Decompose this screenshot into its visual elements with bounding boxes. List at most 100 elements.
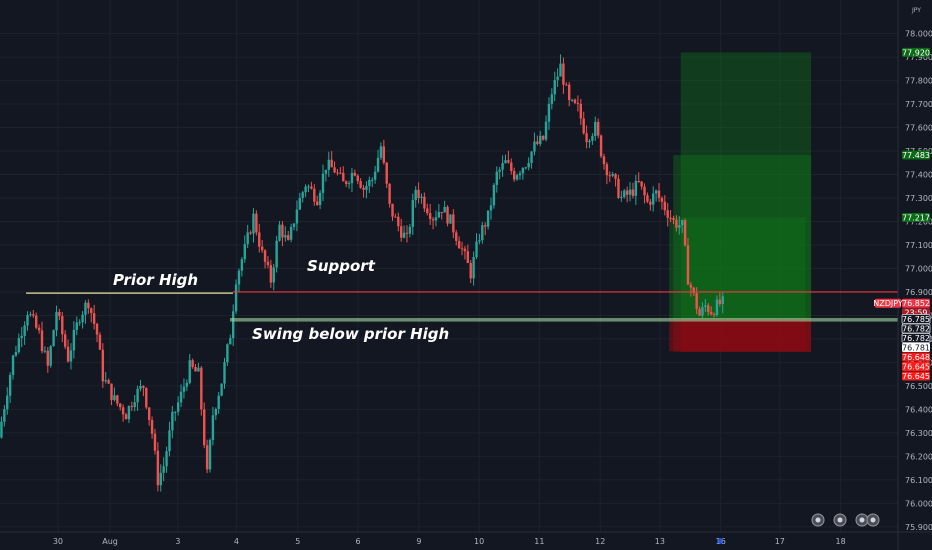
candle-body (84, 302, 87, 315)
candle-body (40, 330, 44, 352)
candle-body (37, 327, 41, 331)
candle-body (43, 350, 47, 352)
candle-body (701, 306, 704, 316)
price-badge (901, 314, 931, 324)
price-badge-label: 77.920 (902, 48, 930, 57)
candle-body (527, 163, 530, 168)
candle-body (512, 171, 516, 180)
candle-body (678, 225, 681, 228)
price-tick-label: 77.300 (905, 194, 932, 203)
candle-body (17, 338, 21, 353)
candle-body (176, 402, 180, 412)
price-tick-label: 75.900 (905, 523, 932, 532)
candle-body (249, 232, 252, 234)
candle-body (637, 180, 640, 182)
candle-body (307, 186, 310, 188)
candle-body (72, 329, 76, 351)
candle-body (243, 244, 246, 260)
candle-body (127, 406, 131, 420)
candle-body (295, 209, 299, 224)
candle-body (463, 248, 467, 252)
candle-body (23, 325, 26, 336)
candle-body (119, 403, 122, 408)
price-badge-label: 76.645 (902, 362, 930, 371)
price-tick-label: 77.900 (905, 53, 932, 62)
candle-body (382, 146, 386, 163)
candle-body (116, 395, 119, 404)
candle-body (620, 196, 623, 198)
candle-body (533, 141, 536, 152)
countdown-label: 23:59 (904, 309, 927, 318)
long-position-target-zone[interactable] (669, 217, 806, 320)
candle-body (657, 190, 661, 198)
candle-body (368, 179, 371, 187)
candle-body (530, 151, 533, 164)
candle-body (292, 223, 296, 227)
price-tick-label: 76.300 (905, 429, 932, 438)
candle-body (223, 362, 226, 384)
candle-body (240, 259, 244, 271)
candle-body (417, 189, 420, 198)
candle-body (553, 80, 556, 95)
candle-body (573, 99, 577, 103)
candle-body (61, 316, 64, 335)
events-icon-dot (859, 517, 865, 523)
candle-body (287, 235, 290, 240)
horizontal-lines[interactable] (26, 291, 898, 322)
candle-body (426, 208, 429, 214)
price-tick-label: 77.000 (905, 264, 932, 273)
candle-body (147, 407, 151, 420)
time-tick-label: 30 (53, 537, 63, 546)
candle-body (715, 299, 719, 316)
candle-body (203, 409, 206, 446)
candle-body (611, 173, 614, 176)
candle-body (255, 213, 258, 233)
candle-body (507, 160, 510, 163)
candle-body (3, 409, 6, 422)
candle-body (269, 265, 273, 283)
support-label[interactable]: Support (307, 257, 376, 275)
time-axis[interactable]: 30Aug3456910111213161718 (0, 531, 932, 546)
price-badge-label: 76.781 (902, 343, 930, 352)
candle-body (278, 224, 281, 241)
price-tick-label: 76.500 (905, 382, 932, 391)
candle-body (124, 414, 128, 420)
long-position-target-zone[interactable] (680, 52, 812, 319)
candle-body (457, 240, 461, 249)
annotations[interactable]: Prior High Support Swing below prior High (113, 257, 449, 343)
symbol-badge-label: NZDJPY (873, 299, 903, 308)
candle-body (579, 103, 583, 119)
candle-body (20, 335, 23, 339)
candle-body (455, 232, 458, 241)
candle-body (49, 346, 52, 366)
candle-body (646, 195, 649, 202)
candle-body (568, 84, 571, 101)
candle-body (608, 175, 611, 177)
candle-body (486, 210, 490, 227)
candle-body (58, 311, 61, 317)
candle-body (686, 245, 690, 285)
candle-body (414, 189, 417, 201)
candle-body (174, 411, 177, 413)
long-position-stop-zone[interactable] (669, 319, 806, 352)
time-tick-label: 18 (836, 537, 846, 546)
candle-body (484, 225, 487, 227)
position-zones[interactable] (669, 52, 812, 352)
candle-body (501, 163, 504, 170)
candle-body (284, 235, 287, 238)
price-badge-label: 76.852 (902, 299, 930, 308)
swing-below-prior-high-label[interactable]: Swing below prior High (252, 325, 449, 343)
candle-body (98, 334, 102, 350)
candle-body (197, 367, 200, 372)
candle-body (492, 184, 496, 206)
bottom-toolbar[interactable] (717, 513, 880, 544)
candle-body (226, 344, 229, 363)
prior-high-label[interactable]: Prior High (113, 271, 198, 289)
candle-body (272, 267, 275, 283)
candle-body (78, 322, 81, 324)
price-tick-label: 76.100 (905, 476, 932, 485)
candle-body (315, 201, 319, 205)
candle-body (428, 213, 432, 220)
candle-body (544, 121, 548, 140)
